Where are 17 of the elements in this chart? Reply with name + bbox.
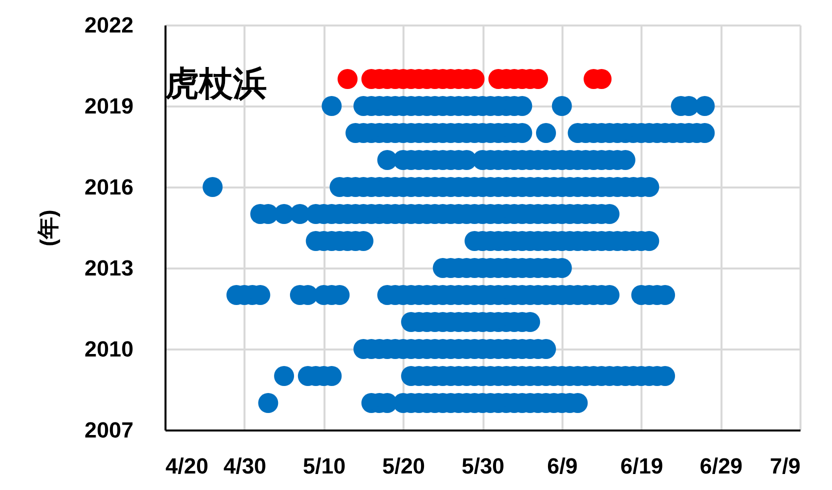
y-tick-label: 2022 xyxy=(84,12,134,38)
x-tick-label: 4/20 xyxy=(166,454,208,478)
y-tick-label: 2016 xyxy=(84,174,134,200)
x-tick-label: 5/10 xyxy=(302,454,346,478)
x-tick-label: 5/30 xyxy=(462,454,504,478)
x-tick-label: 6/9 xyxy=(547,454,578,478)
x-tick-label: 4/30 xyxy=(223,454,266,478)
y-tick-label: 2019 xyxy=(84,94,134,118)
y-tick-label: 2007 xyxy=(84,418,134,442)
x-tick-label: 6/19 xyxy=(620,454,664,478)
x-tick-label: 6/29 xyxy=(700,454,743,478)
y-axis-title: (年) xyxy=(36,210,61,246)
x-tick-label: 7/9 xyxy=(770,454,800,478)
annotation: 虎杖浜 xyxy=(164,65,267,103)
y-tick-label: 2010 xyxy=(84,336,134,362)
y-tick-label: 2013 xyxy=(84,256,134,280)
x-tick-label: 5/20 xyxy=(382,454,426,478)
